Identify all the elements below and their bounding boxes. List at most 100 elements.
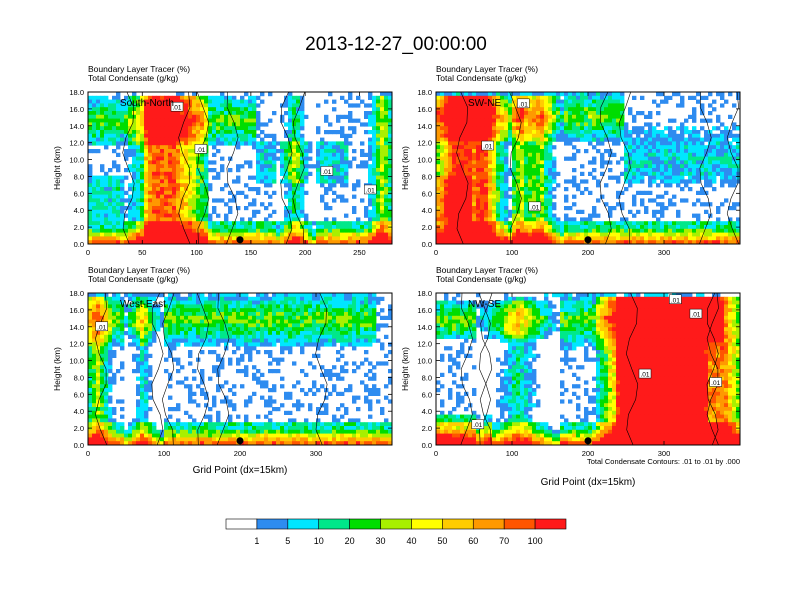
y-tick-label: 14.0 bbox=[417, 323, 432, 332]
contour-label-box bbox=[481, 140, 494, 151]
condensate-contour bbox=[509, 92, 522, 244]
y-tick-label: 2.0 bbox=[422, 223, 432, 232]
colorbar-label: 20 bbox=[345, 536, 355, 546]
y-tick-label: 14.0 bbox=[69, 122, 84, 131]
y-tick-label: 0.0 bbox=[74, 441, 84, 450]
cross-section-label: SW-NE bbox=[468, 98, 501, 109]
contour-label-box bbox=[320, 166, 334, 176]
panel-sw-ne: Boundary Layer Tracer (%)Total Condensat… bbox=[400, 64, 741, 257]
cross-section-label: West-East bbox=[120, 299, 166, 310]
x-tick-label: 300 bbox=[658, 449, 671, 458]
y-axis-label: Height (km) bbox=[400, 347, 410, 391]
y-tick-label: 16.0 bbox=[69, 306, 84, 315]
x-tick-label: 300 bbox=[658, 248, 671, 257]
colorbar-swatch bbox=[442, 518, 474, 530]
panel-south-north: Boundary Layer Tracer (%)Total Condensat… bbox=[52, 64, 393, 257]
contour-label-box bbox=[364, 184, 377, 195]
contour-label-box bbox=[709, 377, 722, 387]
colorbar-swatch bbox=[349, 518, 381, 530]
contour-footnote: Total Condensate Contours: .01 to .01 by… bbox=[587, 457, 740, 466]
condensate-contour bbox=[726, 92, 739, 244]
panel-subtitle-condensate: Total Condensate (g/kg) bbox=[88, 274, 178, 284]
y-tick-label: 16.0 bbox=[69, 105, 84, 114]
y-tick-label: 0.0 bbox=[422, 441, 432, 450]
contour-label: .01 bbox=[173, 105, 182, 112]
chart-title: 2013-12-27_00:00:00 bbox=[305, 34, 487, 55]
y-tick-label: 4.0 bbox=[422, 206, 432, 215]
colorbar-swatch bbox=[503, 518, 536, 530]
contour-label: .01 bbox=[671, 297, 680, 304]
contour-label: .01 bbox=[473, 422, 482, 429]
contour-label: .01 bbox=[519, 101, 528, 108]
y-tick-label: 4.0 bbox=[74, 206, 84, 215]
colorbar-swatch bbox=[411, 518, 443, 530]
y-tick-label: 14.0 bbox=[69, 323, 84, 332]
x-tick-label: 100 bbox=[158, 449, 171, 458]
condensate-contour bbox=[478, 293, 491, 445]
colorbar-label: 5 bbox=[285, 536, 290, 546]
y-tick-label: 8.0 bbox=[74, 172, 84, 181]
contour-label-box bbox=[638, 368, 652, 379]
y-tick-label: 12.0 bbox=[417, 139, 432, 148]
colorbar-label: 60 bbox=[468, 536, 478, 546]
condensate-contour bbox=[226, 92, 239, 244]
colorbar-swatch bbox=[534, 518, 567, 530]
panel-nw-se: Boundary Layer Tracer (%) Total Condensat… bbox=[400, 265, 741, 488]
colorbar-swatch bbox=[225, 518, 258, 530]
x-tick-label: 0 bbox=[434, 248, 438, 257]
tracer-field bbox=[88, 92, 392, 244]
x-tick-label: 200 bbox=[299, 248, 312, 257]
y-axis-label: Height (km) bbox=[52, 347, 62, 391]
y-tick-label: 0.0 bbox=[422, 240, 432, 249]
colorbar-label: 50 bbox=[437, 536, 447, 546]
condensate-contour bbox=[599, 92, 612, 244]
panel-subtitle-condensate: Total Condensate (g/kg) bbox=[88, 73, 178, 83]
x-tick-label: 100 bbox=[506, 449, 519, 458]
panel-subtitle-tracer: Boundary Layer Tracer (%) bbox=[436, 64, 538, 74]
panel-subtitle-tracer: Boundary Layer Tracer (%) bbox=[436, 265, 538, 275]
x-tick-label: 150 bbox=[245, 248, 258, 257]
x-tick-label: 0 bbox=[434, 449, 438, 458]
contour-label: .01 bbox=[483, 144, 492, 151]
colorbar-swatch bbox=[256, 518, 289, 530]
y-tick-label: 16.0 bbox=[417, 306, 432, 315]
contour-label: .01 bbox=[530, 204, 539, 211]
cross-section-label: NW-SE bbox=[468, 299, 501, 310]
colorbar-swatch bbox=[380, 518, 412, 530]
y-tick-label: 2.0 bbox=[422, 424, 432, 433]
y-tick-label: 18.0 bbox=[417, 88, 432, 97]
colorbar-label: 40 bbox=[406, 536, 416, 546]
y-tick-label: 8.0 bbox=[74, 373, 84, 382]
colorbar-label: 1 bbox=[254, 536, 259, 546]
y-tick-label: 18.0 bbox=[69, 88, 84, 97]
condensate-contour bbox=[456, 92, 469, 244]
condensate-contour bbox=[196, 92, 210, 244]
condensate-contour bbox=[479, 293, 493, 445]
condensate-contour bbox=[196, 293, 210, 445]
colorbar-swatch bbox=[318, 518, 350, 530]
condensate-contour bbox=[216, 293, 230, 445]
y-tick-label: 8.0 bbox=[422, 373, 432, 382]
panel-west-east: Boundary Layer Tracer (%)Total Condensat… bbox=[52, 265, 393, 476]
y-tick-label: 2.0 bbox=[74, 424, 84, 433]
x-tick-label: 300 bbox=[310, 449, 323, 458]
condensate-contour bbox=[706, 293, 719, 445]
condensate-contour bbox=[699, 92, 712, 244]
y-axis-label: Height (km) bbox=[52, 146, 62, 190]
colorbar-label: 100 bbox=[528, 536, 543, 546]
contour-label: .01 bbox=[366, 187, 375, 194]
contour-label-box bbox=[689, 308, 703, 319]
y-tick-label: 6.0 bbox=[422, 390, 432, 399]
y-tick-label: 10.0 bbox=[69, 357, 84, 366]
contour-label: .01 bbox=[640, 372, 649, 379]
x-tick-label: 100 bbox=[190, 248, 203, 257]
y-tick-label: 0.0 bbox=[74, 240, 84, 249]
x-axis-label: Grid Point (dx=15km) bbox=[541, 477, 636, 488]
y-tick-label: 6.0 bbox=[422, 189, 432, 198]
condensate-contour bbox=[706, 293, 719, 445]
condensate-contour bbox=[122, 92, 135, 244]
y-tick-label: 10.0 bbox=[417, 156, 432, 165]
condensate-contour bbox=[151, 293, 164, 445]
x-tick-label: 100 bbox=[506, 248, 519, 257]
